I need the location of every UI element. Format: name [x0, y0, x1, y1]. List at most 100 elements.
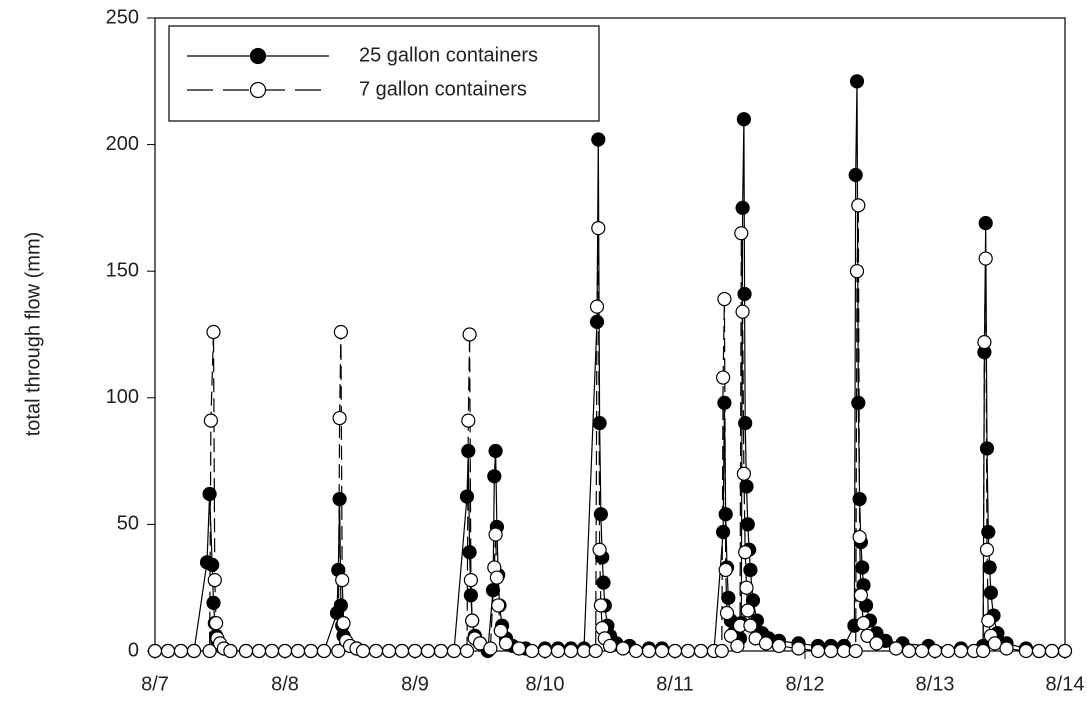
data-point	[738, 545, 753, 560]
data-point	[693, 643, 709, 659]
y-tick-label: 150	[106, 259, 139, 281]
data-point	[336, 616, 351, 631]
data-point	[723, 628, 739, 643]
data-point	[848, 643, 863, 659]
data-point	[975, 643, 991, 659]
data-point	[982, 560, 997, 575]
data-point	[849, 264, 865, 279]
data-point	[206, 324, 221, 340]
y-tick-label: 0	[128, 639, 139, 661]
data-point	[743, 618, 758, 633]
data-point	[368, 643, 384, 659]
data-point	[462, 545, 477, 560]
data-point	[316, 643, 332, 659]
x-tick-label: 8/7	[141, 673, 169, 695]
data-point	[303, 643, 319, 659]
data-point	[381, 643, 397, 659]
data-point	[407, 643, 423, 659]
data-point	[914, 643, 930, 659]
data-point	[654, 643, 670, 659]
data-point	[493, 623, 508, 638]
data-point	[160, 643, 176, 659]
data-point	[736, 112, 752, 127]
data-point	[394, 643, 410, 659]
data-point	[735, 304, 750, 319]
data-point	[734, 226, 749, 241]
data-point	[1044, 643, 1060, 659]
data-point	[719, 605, 735, 621]
legend-box	[168, 25, 600, 122]
data-point	[202, 643, 217, 659]
data-point	[335, 573, 350, 588]
data-point	[524, 643, 540, 659]
data-point	[563, 643, 579, 659]
data-point	[491, 598, 506, 613]
data-point	[851, 198, 866, 213]
data-point	[758, 636, 774, 651]
data-point	[461, 413, 476, 428]
data-point	[667, 643, 683, 659]
data-point	[589, 299, 605, 314]
data-point	[810, 643, 826, 659]
data-point	[848, 167, 863, 183]
data-point	[717, 395, 732, 410]
data-point	[264, 643, 280, 659]
data-point	[717, 291, 732, 307]
data-point	[823, 643, 839, 659]
data-point	[628, 643, 644, 659]
data-point	[860, 628, 875, 643]
data-point	[223, 643, 238, 659]
data-point	[853, 588, 869, 603]
data-point	[589, 314, 605, 329]
data-point	[735, 200, 750, 215]
data-point	[977, 334, 992, 350]
data-point	[592, 416, 607, 431]
data-point	[740, 517, 755, 532]
data-point	[602, 638, 618, 654]
data-point	[186, 643, 202, 659]
data-point	[433, 643, 449, 659]
data-point	[738, 416, 753, 431]
data-point	[987, 636, 1002, 651]
data-point	[718, 562, 733, 578]
data-point	[978, 251, 993, 266]
data-point	[721, 590, 736, 605]
x-tick-label: 8/13	[916, 673, 955, 695]
data-point	[333, 324, 348, 340]
data-point	[1031, 643, 1047, 659]
data-point	[593, 507, 609, 522]
data-point	[983, 585, 999, 600]
data-point	[999, 641, 1014, 656]
y-tick-label: 50	[117, 513, 139, 535]
data-point	[202, 486, 217, 502]
data-point	[462, 327, 477, 342]
data-point	[869, 636, 884, 651]
data-point	[488, 527, 503, 542]
y-tick-label: 250	[106, 6, 139, 28]
data-point	[463, 588, 478, 603]
data-point	[465, 613, 480, 628]
data-point	[979, 542, 995, 557]
data-point	[550, 643, 566, 659]
data-point	[978, 215, 993, 231]
data-point	[209, 616, 224, 631]
data-point	[591, 132, 606, 147]
data-point	[498, 636, 514, 651]
y-tick-label: 200	[106, 133, 139, 155]
legend-label: 25 gallon containers	[359, 44, 538, 66]
data-point	[591, 221, 606, 236]
data-point	[888, 641, 904, 656]
x-tick-label: 8/11	[656, 673, 693, 695]
legend-marker	[249, 81, 267, 99]
data-point	[277, 643, 293, 659]
data-point	[714, 643, 729, 659]
data-point	[203, 413, 218, 428]
data-point	[730, 638, 745, 654]
data-point	[739, 580, 754, 595]
legend-label: 7 gallon containers	[359, 78, 527, 100]
data-point	[836, 643, 852, 659]
data-point	[680, 643, 696, 659]
data-point	[461, 443, 476, 459]
data-point	[206, 595, 221, 610]
data-point	[1018, 643, 1034, 659]
